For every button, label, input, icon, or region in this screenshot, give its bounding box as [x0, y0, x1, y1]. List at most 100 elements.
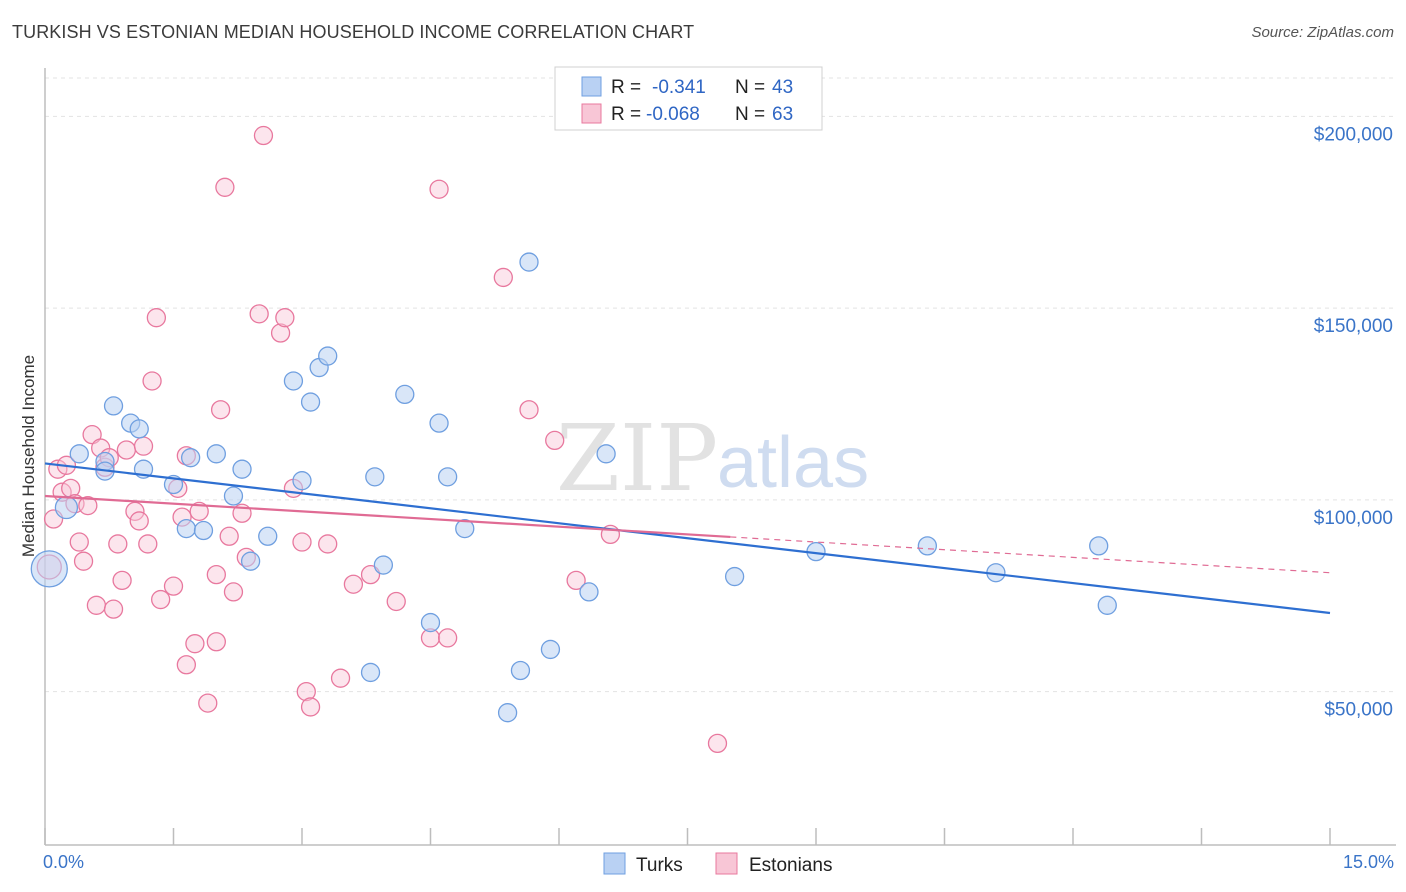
estonians-point [707, 733, 728, 754]
turks-point [69, 444, 89, 464]
turks-point [519, 252, 539, 272]
turks-point [283, 371, 304, 391]
turks-point [103, 396, 124, 416]
estonians-point [300, 697, 321, 717]
turks-point [497, 703, 518, 723]
turks-point [510, 660, 531, 681]
turks-point [54, 495, 79, 520]
legend-swatch-turks [581, 76, 602, 97]
estonians-point [116, 440, 137, 460]
estonians-point [206, 632, 226, 652]
turks-point [429, 413, 449, 433]
x-axis-ticks [44, 828, 1331, 845]
turks-point [206, 444, 226, 464]
estonians-point [103, 599, 124, 619]
turks-point [176, 518, 197, 539]
y-tick-label: $50,000 [1324, 700, 1393, 721]
legend-n-label-estonians: N = [735, 104, 765, 125]
legend-n-value-estonians: 63 [772, 104, 793, 125]
estonians-point [176, 655, 197, 675]
estonians-point [270, 323, 291, 343]
estonians-point [249, 304, 269, 324]
estonians-point [163, 576, 184, 596]
turks-point [373, 555, 394, 575]
estonians-point [185, 634, 205, 654]
y-axis-label: Median Household Income [19, 355, 38, 557]
legend-r-value-turks: -0.341 [652, 77, 706, 98]
x-tick-label-max: 15.0% [1343, 852, 1394, 872]
estonians-point [133, 436, 154, 456]
stats-legend: R = -0.341 N = 43 R = -0.068 N = 63 [554, 66, 823, 131]
legend-n-label-turks: N = [735, 77, 765, 98]
estonians-point [210, 400, 231, 420]
legend-r-label-turks: R = [611, 77, 641, 98]
turks-point [318, 346, 338, 366]
series-legend: Turks Estonians [603, 852, 832, 876]
estonians-point [129, 511, 149, 531]
estonians-point [343, 574, 364, 594]
estonians-point [206, 564, 226, 585]
estonians-trend-line [44, 494, 731, 539]
legend-r-value-estonians: -0.068 [646, 104, 700, 125]
y-axis-tick-labels: $50,000 $100,000 $150,000 $200,000 [1314, 124, 1393, 720]
estonians-point [386, 591, 406, 612]
estonians-trend-line-extension [730, 536, 1331, 574]
x-tick-label-min: 0.0% [43, 852, 84, 872]
turks-point [360, 662, 381, 683]
estonians-point [566, 570, 586, 591]
estonians-point [112, 570, 132, 591]
estonians-point [493, 267, 513, 288]
y-tick-label: $100,000 [1314, 508, 1393, 529]
estonians-point [146, 308, 167, 328]
bottom-legend-swatch-turks [603, 852, 626, 875]
turks-point [163, 474, 184, 495]
estonians-point [253, 125, 274, 146]
turks-point [724, 566, 745, 587]
turks-point [917, 536, 938, 556]
estonians-point [219, 526, 239, 546]
estonians-point [142, 371, 162, 391]
estonians-points [36, 125, 728, 754]
source-credit: Source: ZipAtlas.com [1251, 24, 1394, 41]
estonians-point [545, 430, 565, 451]
estonians-point [189, 501, 209, 522]
estonians-point [318, 534, 338, 554]
y-tick-label: $150,000 [1314, 316, 1393, 337]
estonians-point [215, 177, 235, 197]
turks-point [223, 486, 244, 506]
turks-point [129, 419, 149, 439]
estonians-point [437, 628, 458, 648]
turks-trend-line [44, 462, 1331, 615]
turks-point [395, 384, 415, 405]
estonians-point [73, 551, 94, 571]
estonians-point [150, 589, 171, 610]
turks-point [180, 448, 201, 468]
turks-point [292, 471, 312, 491]
turks-point [193, 520, 214, 541]
turks-point [232, 459, 252, 479]
bottom-legend-swatch-estonians [715, 852, 738, 875]
estonians-point [138, 534, 158, 554]
chart-title: TURKISH VS ESTONIAN MEDIAN HOUSEHOLD INC… [12, 22, 695, 42]
turks-point [437, 467, 458, 487]
bottom-legend-label-estonians: Estonians [749, 855, 832, 876]
estonians-point [360, 564, 381, 585]
turks-point [540, 639, 561, 660]
estonians-point [198, 693, 218, 713]
turks-point [300, 392, 321, 412]
turks-point [455, 518, 475, 539]
estonians-point [108, 534, 128, 554]
estonians-point [519, 400, 539, 420]
turks-point [365, 467, 385, 487]
turks-point [240, 551, 261, 571]
estonians-point [223, 582, 244, 602]
turks-point [30, 550, 68, 588]
estonians-point [429, 179, 449, 199]
bottom-legend-label-turks: Turks [636, 855, 683, 876]
turks-point [579, 582, 599, 602]
turks-point [1097, 595, 1117, 615]
turks-point [420, 612, 441, 633]
y-tick-label: $200,000 [1314, 124, 1393, 145]
legend-n-value-turks: 43 [772, 77, 793, 98]
